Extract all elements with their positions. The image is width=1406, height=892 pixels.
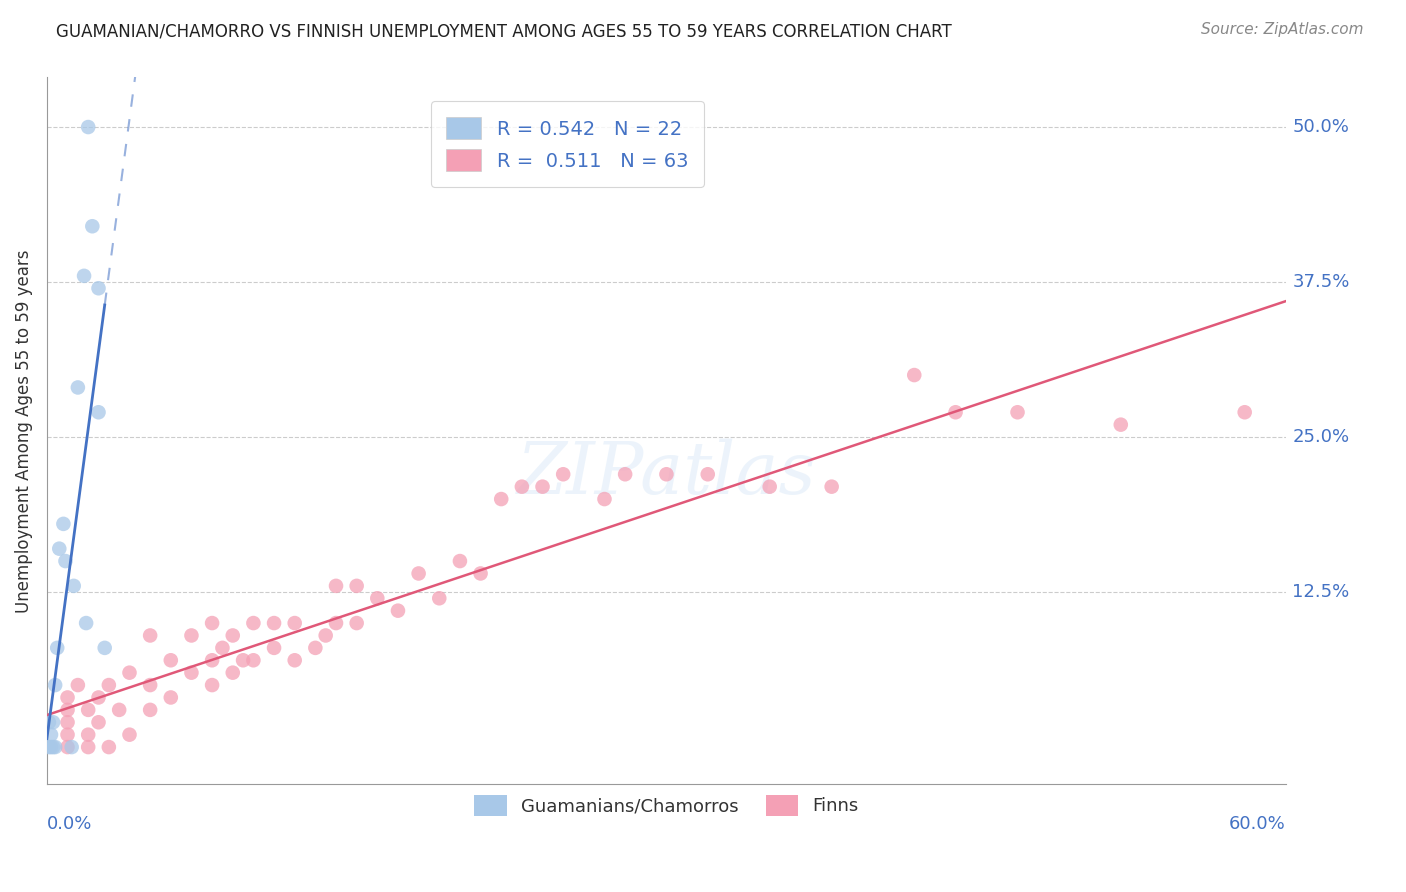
Point bbox=[56, 740, 79, 755]
Text: 0.0%: 0.0% bbox=[46, 815, 93, 833]
Point bbox=[82, 219, 104, 234]
Point bbox=[758, 480, 780, 494]
Point bbox=[56, 728, 79, 742]
Point bbox=[56, 690, 79, 705]
Point bbox=[614, 467, 637, 482]
Point bbox=[284, 616, 307, 631]
Point bbox=[945, 405, 967, 419]
Point bbox=[201, 616, 224, 631]
Point bbox=[87, 405, 110, 419]
Point bbox=[42, 715, 65, 730]
Point bbox=[325, 579, 347, 593]
Point bbox=[56, 703, 79, 717]
Point bbox=[346, 616, 368, 631]
Point bbox=[696, 467, 718, 482]
Text: 12.5%: 12.5% bbox=[1292, 583, 1350, 601]
Point bbox=[97, 678, 120, 692]
Point bbox=[315, 628, 337, 642]
Text: ZIPatlas: ZIPatlas bbox=[516, 438, 817, 508]
Point bbox=[62, 579, 84, 593]
Point bbox=[242, 653, 264, 667]
Point bbox=[87, 715, 110, 730]
Point bbox=[139, 678, 162, 692]
Point bbox=[510, 480, 533, 494]
Legend: Guamanians/Chamorros, Finns: Guamanians/Chamorros, Finns bbox=[465, 786, 868, 825]
Point bbox=[304, 640, 326, 655]
Point bbox=[903, 368, 925, 382]
Text: 25.0%: 25.0% bbox=[1292, 428, 1350, 446]
Point bbox=[38, 715, 60, 730]
Point bbox=[1109, 417, 1132, 432]
Point bbox=[284, 653, 307, 667]
Point bbox=[139, 703, 162, 717]
Point bbox=[449, 554, 471, 568]
Point bbox=[66, 678, 89, 692]
Point bbox=[1007, 405, 1029, 419]
Y-axis label: Unemployment Among Ages 55 to 59 years: Unemployment Among Ages 55 to 59 years bbox=[15, 249, 32, 613]
Point bbox=[366, 591, 388, 606]
Point bbox=[52, 516, 75, 531]
Point bbox=[470, 566, 492, 581]
Point bbox=[263, 640, 285, 655]
Text: 60.0%: 60.0% bbox=[1229, 815, 1286, 833]
Text: 37.5%: 37.5% bbox=[1292, 273, 1350, 291]
Point bbox=[201, 678, 224, 692]
Point bbox=[821, 480, 844, 494]
Text: GUAMANIAN/CHAMORRO VS FINNISH UNEMPLOYMENT AMONG AGES 55 TO 59 YEARS CORRELATION: GUAMANIAN/CHAMORRO VS FINNISH UNEMPLOYME… bbox=[56, 22, 952, 40]
Point bbox=[48, 541, 70, 556]
Point bbox=[87, 281, 110, 295]
Point bbox=[73, 268, 96, 283]
Point bbox=[159, 653, 181, 667]
Text: Source: ZipAtlas.com: Source: ZipAtlas.com bbox=[1201, 22, 1364, 37]
Point bbox=[46, 640, 69, 655]
Point bbox=[222, 628, 245, 642]
Point bbox=[180, 665, 202, 680]
Point bbox=[427, 591, 450, 606]
Point bbox=[42, 740, 65, 755]
Point bbox=[118, 665, 141, 680]
Point bbox=[39, 740, 62, 755]
Point bbox=[211, 640, 233, 655]
Point bbox=[242, 616, 264, 631]
Point bbox=[44, 740, 66, 755]
Point bbox=[44, 678, 66, 692]
Point bbox=[75, 616, 97, 631]
Point bbox=[232, 653, 254, 667]
Point bbox=[77, 120, 100, 134]
Point bbox=[77, 728, 100, 742]
Point bbox=[38, 740, 60, 755]
Point bbox=[1233, 405, 1256, 419]
Point bbox=[66, 380, 89, 394]
Point bbox=[180, 628, 202, 642]
Point bbox=[56, 715, 79, 730]
Point bbox=[263, 616, 285, 631]
Point bbox=[489, 491, 512, 506]
Point bbox=[408, 566, 430, 581]
Point bbox=[60, 740, 83, 755]
Point bbox=[55, 554, 77, 568]
Point bbox=[222, 665, 245, 680]
Point bbox=[325, 616, 347, 631]
Point bbox=[97, 740, 120, 755]
Point bbox=[108, 703, 131, 717]
Point bbox=[77, 703, 100, 717]
Point bbox=[39, 728, 62, 742]
Point bbox=[118, 728, 141, 742]
Text: 50.0%: 50.0% bbox=[1292, 118, 1350, 136]
Point bbox=[201, 653, 224, 667]
Point bbox=[593, 491, 616, 506]
Point bbox=[553, 467, 575, 482]
Point bbox=[77, 740, 100, 755]
Point bbox=[531, 480, 554, 494]
Point bbox=[346, 579, 368, 593]
Point bbox=[387, 604, 409, 618]
Point bbox=[87, 690, 110, 705]
Point bbox=[159, 690, 181, 705]
Point bbox=[655, 467, 678, 482]
Point bbox=[139, 628, 162, 642]
Point bbox=[93, 640, 115, 655]
